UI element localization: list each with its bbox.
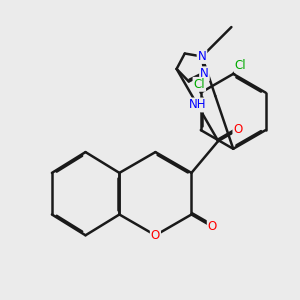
Text: NH: NH [189, 98, 206, 112]
Text: N: N [198, 50, 206, 63]
Text: O: O [208, 220, 217, 233]
Text: Cl: Cl [194, 78, 205, 91]
Text: N: N [200, 67, 209, 80]
Text: Cl: Cl [235, 59, 247, 72]
Text: O: O [151, 229, 160, 242]
Text: O: O [233, 123, 243, 136]
